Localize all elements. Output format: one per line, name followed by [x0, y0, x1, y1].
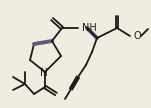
Text: N: N	[40, 68, 48, 78]
Text: NH: NH	[82, 23, 97, 33]
Text: O: O	[133, 31, 141, 41]
